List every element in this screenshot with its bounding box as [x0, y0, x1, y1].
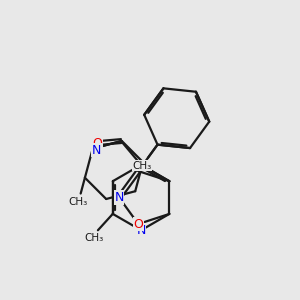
Text: CH₃: CH₃	[69, 197, 88, 207]
Text: O: O	[134, 218, 143, 230]
Text: N: N	[136, 224, 146, 237]
Text: CH₃: CH₃	[133, 160, 152, 171]
Text: N: N	[114, 191, 124, 204]
Text: N: N	[92, 144, 101, 157]
Text: O: O	[92, 137, 102, 150]
Text: CH₃: CH₃	[85, 233, 104, 243]
